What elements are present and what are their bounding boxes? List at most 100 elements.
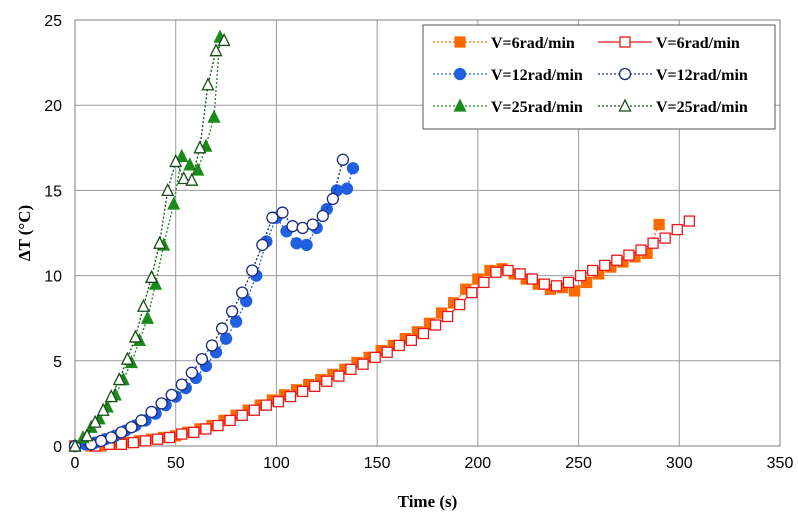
series-line	[74, 168, 354, 447]
data-point	[175, 378, 188, 391]
x-tick-label: 250	[565, 455, 592, 472]
data-point	[357, 358, 369, 370]
data-point	[309, 380, 321, 393]
data-point	[405, 334, 418, 347]
data-point	[587, 264, 599, 277]
data-point	[212, 419, 224, 432]
data-point	[95, 434, 108, 448]
data-point	[200, 423, 212, 435]
data-point	[635, 244, 647, 256]
data-point	[326, 192, 339, 206]
data-point	[611, 254, 623, 266]
data-point	[290, 237, 303, 250]
legend-item: V=6rad/min	[433, 35, 575, 52]
data-point	[333, 370, 345, 382]
data-point	[490, 266, 502, 278]
data-point	[256, 238, 269, 252]
series-5	[68, 29, 227, 452]
data-point	[105, 431, 118, 444]
data-point	[201, 77, 215, 91]
data-point	[647, 237, 659, 249]
data-point	[441, 310, 454, 323]
y-tick-label: 25	[44, 13, 62, 30]
data-point	[215, 322, 229, 335]
data-point	[128, 329, 142, 343]
data-point	[538, 278, 550, 290]
data-point	[225, 305, 239, 318]
data-point	[144, 269, 159, 283]
data-point	[466, 286, 478, 299]
data-point	[502, 264, 514, 277]
legend-item: V=25rad/min	[433, 98, 583, 116]
series-3	[68, 162, 360, 453]
y-axis-title: ΔT (°C)	[15, 205, 34, 261]
data-point	[284, 390, 297, 403]
data-point	[161, 182, 175, 197]
data-point	[165, 388, 178, 402]
data-point	[185, 366, 198, 379]
data-point	[300, 238, 313, 252]
legend-marker	[454, 36, 466, 48]
data-point	[286, 220, 299, 233]
data-point	[112, 372, 126, 386]
data-point	[224, 414, 236, 427]
data-point	[207, 109, 221, 123]
data-point	[136, 298, 151, 312]
legend-label: V=12rad/min	[491, 67, 583, 84]
data-point	[568, 285, 581, 297]
data-point	[219, 332, 233, 345]
data-point	[316, 209, 329, 223]
legend-marker	[618, 67, 632, 81]
legend-item: V=12rad/min	[433, 67, 583, 84]
data-point	[115, 438, 127, 450]
plot-area	[74, 19, 781, 447]
data-point	[526, 273, 538, 285]
x-tick-labels: 0 50 100 150 200 250 300 350	[71, 455, 794, 472]
data-point	[176, 428, 188, 440]
data-point	[454, 298, 466, 311]
data-point	[321, 375, 333, 387]
legend-label: V=25rad/min	[491, 99, 583, 116]
data-point	[139, 435, 152, 447]
data-point	[135, 414, 148, 427]
data-point	[653, 218, 665, 231]
series-2	[69, 215, 696, 452]
data-point	[149, 276, 163, 290]
data-point	[562, 276, 575, 289]
legend-item: V=12rad/min	[598, 67, 748, 84]
x-tick-label: 50	[167, 455, 185, 472]
legend-label: V=12rad/min	[656, 67, 748, 84]
data-point	[236, 409, 248, 421]
data-point	[417, 327, 430, 340]
series-6	[68, 32, 231, 452]
x-tick-label: 350	[767, 455, 794, 472]
data-point	[236, 286, 249, 299]
x-tick-label: 200	[465, 455, 492, 472]
series-line	[74, 36, 221, 447]
data-point	[140, 310, 155, 324]
data-point	[229, 315, 243, 328]
data-point	[340, 182, 354, 195]
x-tick-label: 300	[666, 455, 693, 472]
data-point	[246, 264, 259, 277]
data-point	[683, 215, 696, 227]
data-point	[177, 171, 191, 185]
data-point	[115, 426, 128, 439]
data-point	[127, 436, 140, 449]
y-tick-label: 20	[44, 98, 62, 115]
legend-item: V=6rad/min	[598, 35, 740, 52]
data-point	[336, 153, 350, 166]
y-tick-label: 0	[53, 439, 62, 456]
data-point	[193, 140, 207, 154]
data-point	[153, 235, 167, 249]
legend-item: V=25rad/min	[598, 98, 748, 116]
x-tick-label: 150	[364, 455, 391, 472]
legend-marker	[453, 98, 467, 112]
data-point	[151, 433, 164, 445]
y-tick-label: 15	[44, 183, 62, 200]
data-point	[68, 438, 82, 452]
legend-label: V=25rad/min	[656, 99, 748, 116]
data-point	[169, 153, 183, 168]
data-point	[276, 206, 289, 219]
data-point	[345, 363, 357, 375]
